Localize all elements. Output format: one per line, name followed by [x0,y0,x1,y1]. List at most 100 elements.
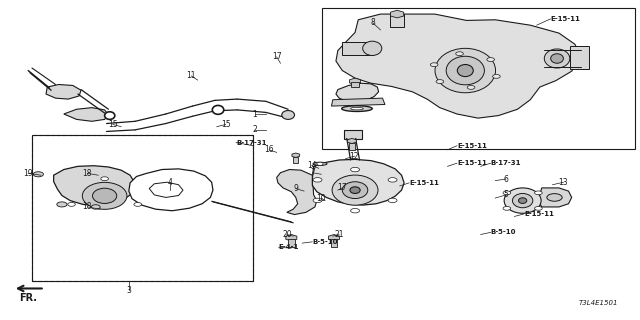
Polygon shape [149,182,183,197]
Circle shape [92,205,100,209]
Text: E-15-11: E-15-11 [524,211,554,217]
Ellipse shape [518,198,527,204]
Text: 17: 17 [272,52,282,61]
Ellipse shape [513,194,533,208]
Text: 16: 16 [264,145,274,154]
Text: T3L4E1501: T3L4E1501 [579,300,618,306]
Polygon shape [336,83,379,102]
Text: 15: 15 [221,120,230,129]
Text: 8: 8 [371,19,375,28]
Polygon shape [292,153,300,157]
Text: 6: 6 [504,174,509,184]
Text: 13: 13 [559,178,568,187]
Bar [344,130,362,140]
Polygon shape [328,235,340,241]
Bar [293,157,298,163]
Text: 10: 10 [316,194,326,203]
Polygon shape [332,98,385,106]
Circle shape [467,85,475,89]
Polygon shape [129,169,213,211]
Polygon shape [538,188,572,207]
Polygon shape [276,170,317,215]
Polygon shape [46,84,81,99]
Text: B-5-10: B-5-10 [491,229,516,235]
Polygon shape [336,14,581,118]
Circle shape [388,198,397,203]
Text: 20: 20 [282,230,292,239]
Bar [570,46,589,69]
Ellipse shape [104,112,115,119]
Circle shape [503,206,511,210]
Text: B-17-31: B-17-31 [491,160,521,166]
Text: 5: 5 [504,190,509,199]
Bar [342,42,373,55]
Text: 17: 17 [337,183,347,192]
Circle shape [534,206,542,210]
Ellipse shape [351,107,364,110]
Text: B-17-31: B-17-31 [236,140,266,146]
Text: E-15-11: E-15-11 [550,16,580,22]
Polygon shape [312,159,404,205]
Ellipse shape [342,182,368,198]
Circle shape [493,75,500,78]
Text: 12: 12 [349,152,359,161]
Ellipse shape [363,41,382,55]
Ellipse shape [93,188,116,204]
Text: B-5-10: B-5-10 [312,239,338,245]
Text: E-15-11: E-15-11 [409,180,439,186]
Text: E-4-1: E-4-1 [278,244,299,250]
Ellipse shape [458,65,473,76]
Ellipse shape [332,175,378,205]
Circle shape [547,194,562,201]
Circle shape [351,208,360,213]
Circle shape [313,178,322,182]
Circle shape [534,191,542,195]
Bar [288,239,294,247]
Text: 19: 19 [23,169,33,178]
Bar [390,14,404,28]
Ellipse shape [504,188,541,213]
Text: 9: 9 [293,184,298,193]
Polygon shape [390,10,404,18]
Circle shape [487,58,495,61]
Circle shape [388,178,397,182]
Ellipse shape [435,48,495,93]
Ellipse shape [342,106,372,111]
Ellipse shape [350,187,360,194]
Ellipse shape [550,54,563,63]
Text: 15: 15 [108,120,118,129]
Ellipse shape [446,56,484,85]
Ellipse shape [212,105,224,114]
Bar [32,135,253,281]
Text: E-15-11: E-15-11 [457,160,487,166]
Circle shape [351,167,360,172]
Circle shape [68,203,76,206]
Text: 18: 18 [83,169,92,178]
Circle shape [503,191,511,195]
Polygon shape [286,235,297,241]
Ellipse shape [544,49,570,68]
Text: 4: 4 [168,178,173,187]
Bar [331,239,337,247]
Text: 11: 11 [186,71,196,80]
Text: 2: 2 [253,125,257,134]
Polygon shape [64,108,108,121]
Circle shape [33,172,44,177]
Polygon shape [349,78,360,84]
Polygon shape [348,139,356,143]
Circle shape [317,162,323,165]
Circle shape [57,202,67,207]
Text: 1: 1 [253,109,257,118]
Bar [349,142,355,149]
Bar [322,8,636,149]
Text: 3: 3 [126,285,131,295]
Bar [32,135,253,281]
Text: 14: 14 [307,161,317,170]
Text: FR.: FR. [19,293,37,303]
Circle shape [430,63,438,67]
Circle shape [456,52,463,56]
Text: 18: 18 [83,203,92,212]
Ellipse shape [282,110,294,119]
Circle shape [313,198,322,203]
Text: 7: 7 [310,168,315,177]
